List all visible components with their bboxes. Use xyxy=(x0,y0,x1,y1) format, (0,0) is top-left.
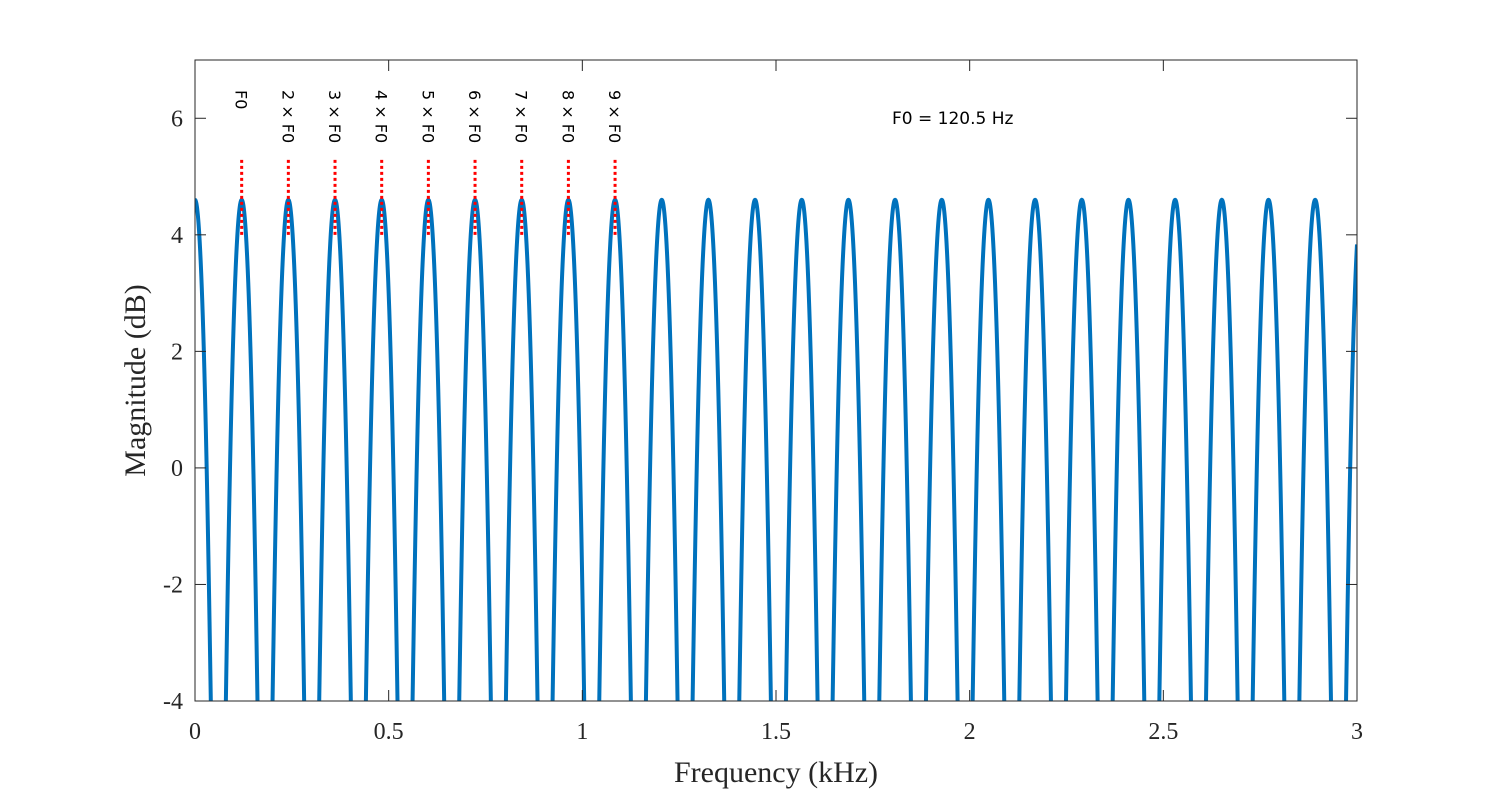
axes xyxy=(194,59,1358,702)
f0-annotation: F0 = 120.5 Hz xyxy=(892,109,1014,129)
harmonic-label: F0 xyxy=(232,90,251,109)
x-tick-label: 1 xyxy=(576,719,588,745)
y-tick-label: -4 xyxy=(163,689,183,715)
harmonic-label: 8 × F0 xyxy=(558,90,577,143)
x-tick-label: 2 xyxy=(964,719,976,745)
x-tick-label: 2.5 xyxy=(1148,719,1178,745)
x-axis-title: Frequency (kHz) xyxy=(674,756,878,789)
harmonic-label: 6 × F0 xyxy=(465,90,484,143)
harmonic-label: 4 × F0 xyxy=(372,90,391,143)
y-tick-label: -2 xyxy=(163,572,183,598)
x-tick-label: 0 xyxy=(189,719,201,745)
x-tick-label: 1.5 xyxy=(761,719,791,745)
harmonic-markers: F0 2 × F0 3 × F0 4 × F0 5 × F0 6 × F0 7 × F0 8 … xyxy=(232,90,624,235)
harmonic-label: 7 × F0 xyxy=(512,90,531,143)
x-tick-label: 3 xyxy=(1351,719,1363,745)
harmonic-label: 2 × F0 xyxy=(278,90,297,143)
plot-area xyxy=(195,60,1357,701)
y-tick-label: 2 xyxy=(171,339,183,365)
series-layer xyxy=(195,197,1357,701)
series-line xyxy=(195,197,1357,701)
harmonic-label: 9 × F0 xyxy=(605,90,624,143)
y-axis-title: Magnitude (dB) xyxy=(119,284,152,476)
y-tick-label: 6 xyxy=(171,106,183,132)
harmonic-label: 3 × F0 xyxy=(325,90,344,143)
tick-labels: 0 0.5 1 1.5 2 2.5 3 -4 -2 0 2 4 6 xyxy=(163,106,1363,745)
x-tick-label: 0.5 xyxy=(374,719,404,745)
y-tick-label: 0 xyxy=(171,456,183,482)
harmonic-label: 5 × F0 xyxy=(418,90,437,143)
y-tick-label: 4 xyxy=(171,223,183,249)
